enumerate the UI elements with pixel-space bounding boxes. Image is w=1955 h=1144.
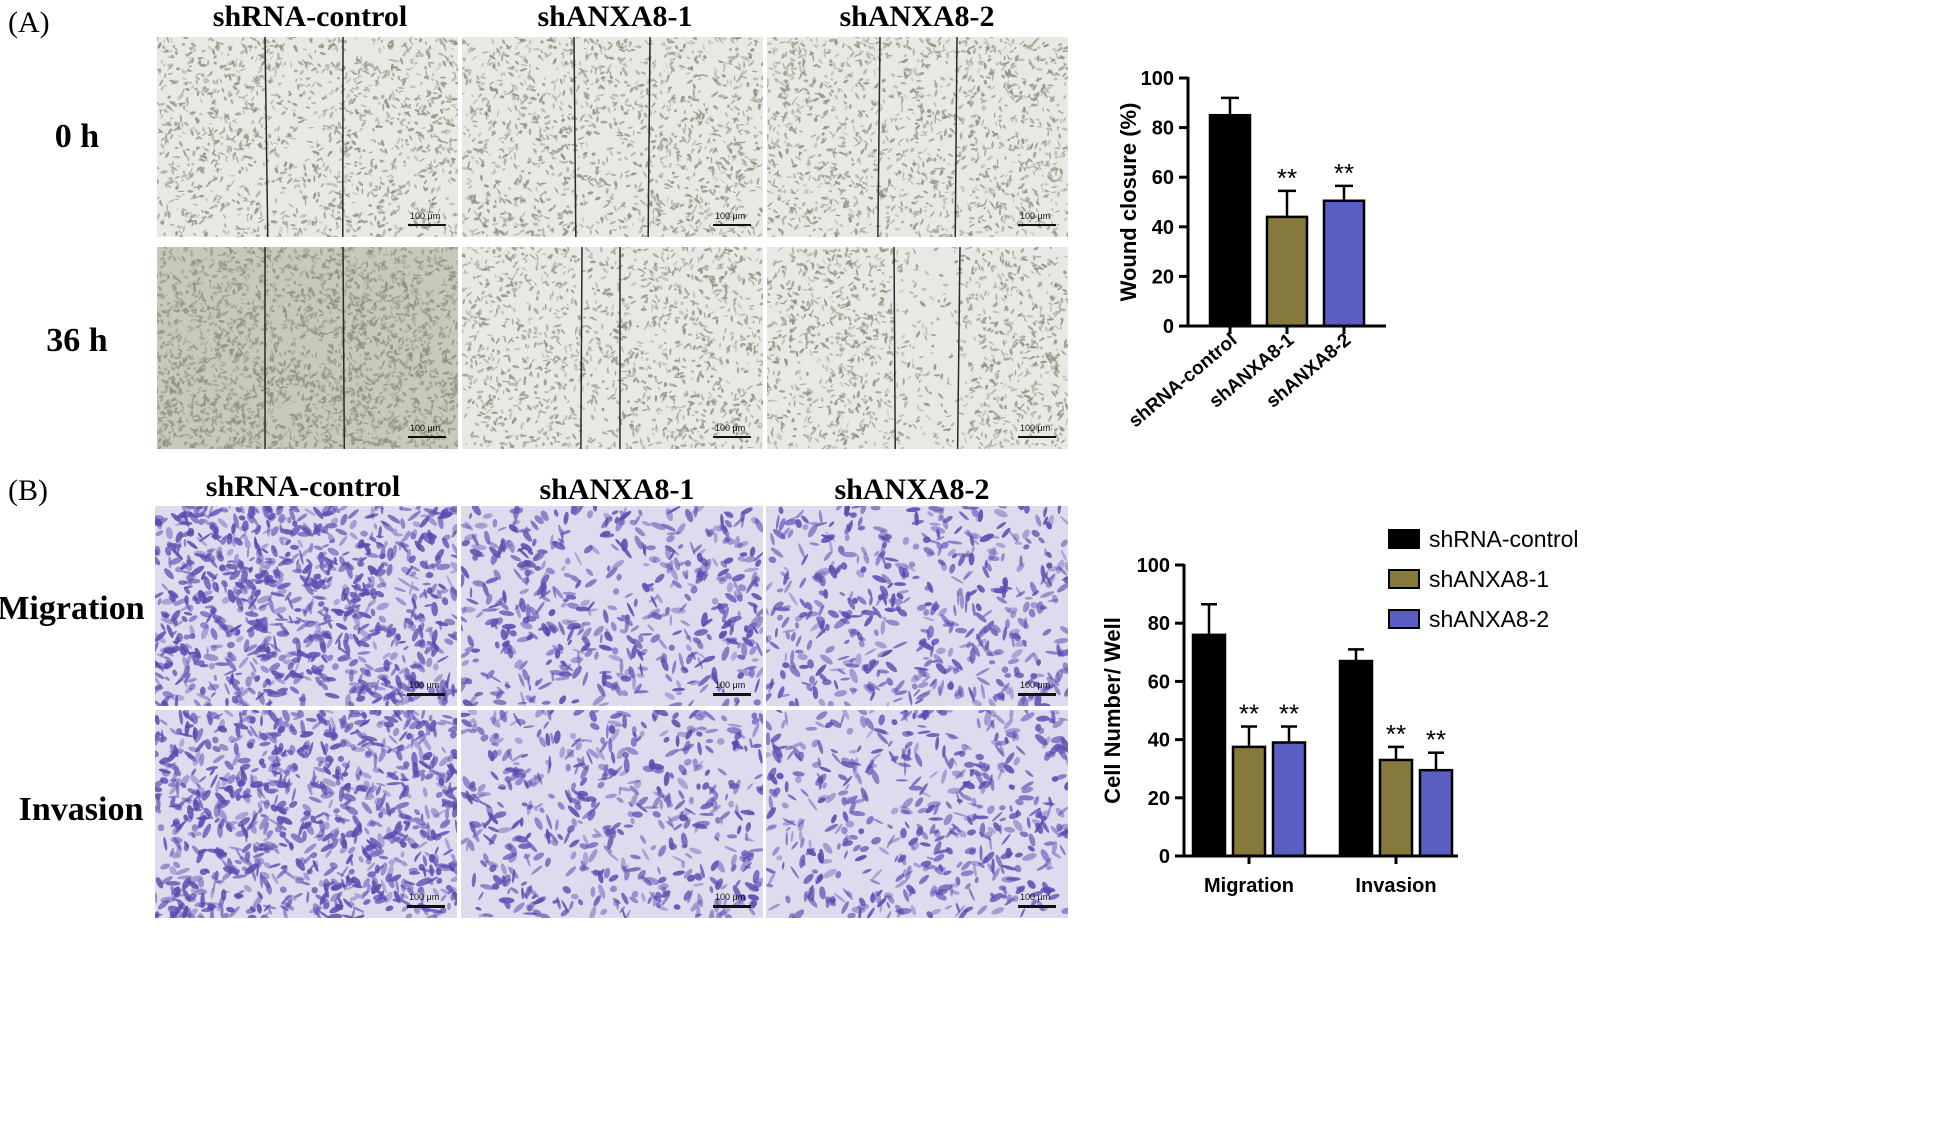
- scale-bar: [713, 905, 751, 908]
- legend-swatch: [1388, 569, 1420, 589]
- scale-bar-label: 100 μm: [1020, 423, 1051, 433]
- legend-swatch: [1388, 609, 1420, 629]
- transwell-micrograph-1-2: 100 μm: [155, 710, 457, 918]
- panel-a-row-title-36h: 36 h: [46, 322, 108, 359]
- scale-bar-label: 100 μm: [715, 892, 746, 902]
- transwell-micrograph-3-1: 100 μm: [766, 506, 1068, 706]
- y-tick-label: 60: [1148, 671, 1170, 693]
- y-tick-label: 20: [1148, 788, 1170, 810]
- scale-bar: [408, 224, 446, 226]
- legend: shRNA-control shANXA8-1 shANXA8-2: [1388, 526, 1579, 632]
- significance-marker: **: [1426, 725, 1446, 755]
- legend-swatch: [1388, 529, 1420, 549]
- x-tick-label: Invasion: [1355, 875, 1436, 897]
- legend-label: shANXA8-2: [1429, 606, 1549, 632]
- y-tick-label: 60: [1152, 167, 1174, 189]
- scale-bar-label: 100 μm: [409, 680, 440, 690]
- panel-b-row-title-invasion: Invasion: [18, 791, 144, 828]
- panel-a-label: (A): [8, 6, 50, 39]
- transwell-micrograph-1-1: 100 μm: [155, 506, 457, 706]
- bar-migration-shrna-control: [1191, 633, 1227, 858]
- significance-marker: **: [1279, 699, 1299, 729]
- wound-micrograph-1-1: 100 μm: [157, 37, 458, 237]
- panel-a-col-title-control: shRNA-control: [212, 0, 408, 33]
- scale-bar: [407, 693, 445, 696]
- y-tick-label: 100: [1141, 68, 1174, 90]
- scale-bar: [1018, 436, 1056, 438]
- scale-bar: [1018, 693, 1056, 696]
- scale-bar-label: 100 μm: [1020, 211, 1051, 221]
- wound-micrograph-2-2: 100 μm: [462, 247, 763, 449]
- scale-bar: [1018, 224, 1056, 226]
- panel-b-col-title-shanxa8-2: shANXA8-2: [834, 473, 990, 506]
- bar-invasion-shanxa8-1: [1378, 758, 1414, 858]
- bar-invasion-shanxa8-2: [1418, 768, 1454, 858]
- scale-bar: [713, 436, 751, 438]
- y-tick-label: 20: [1152, 266, 1174, 288]
- bar-migration-shanxa8-2: [1271, 741, 1307, 858]
- wound-micrograph-2-1: 100 μm: [462, 37, 763, 237]
- panel-b-col-title-shanxa8-1: shANXA8-1: [539, 473, 695, 506]
- significance-marker: **: [1277, 163, 1297, 193]
- panel-a-row-title-0h: 0 h: [54, 118, 100, 155]
- scale-bar-label: 100 μm: [1020, 892, 1051, 902]
- scale-bar: [713, 224, 751, 226]
- scale-bar-label: 100 μm: [715, 423, 746, 433]
- wound-micrograph-1-2: 100 μm: [157, 247, 458, 449]
- transwell-micrograph-2-1: 100 μm: [461, 506, 763, 706]
- panel-b-label: (B): [8, 474, 48, 507]
- y-tick-label: 40: [1148, 730, 1170, 752]
- y-axis-label: Cell Number/ Well: [1100, 617, 1125, 804]
- panel-a-col-title-shanxa8-2: shANXA8-2: [839, 0, 995, 33]
- y-tick-label: 0: [1159, 846, 1170, 868]
- bar-shrna-control: [1208, 113, 1252, 328]
- panel-b-row-title-migration: Migration: [0, 590, 145, 627]
- scale-bar-label: 100 μm: [1020, 680, 1051, 690]
- scale-bar-label: 100 μm: [409, 892, 440, 902]
- wound-micrograph-3-1: 100 μm: [767, 37, 1068, 237]
- y-axis-label: Wound closure (%): [1116, 103, 1141, 302]
- transwell-micrograph-3-2: 100 μm: [766, 710, 1068, 918]
- scale-bar: [1018, 905, 1056, 908]
- y-tick-label: 40: [1152, 217, 1174, 239]
- y-tick-label: 80: [1148, 613, 1170, 635]
- cell-number-chart: 0 20 40 60 80 100 Cell Number/ Well ** ** Migrati…: [1100, 526, 1579, 897]
- y-tick-label: 80: [1152, 118, 1174, 140]
- scale-bar-label: 100 μm: [715, 211, 746, 221]
- scale-bar-label: 100 μm: [410, 423, 441, 433]
- bar-invasion-shrna-control: [1338, 659, 1374, 858]
- scale-bar: [407, 905, 445, 908]
- wound-micrograph-3-2: 100 μm: [767, 247, 1068, 449]
- scale-bar: [408, 436, 446, 438]
- panel-a-col-title-shanxa8-1: shANXA8-1: [537, 0, 693, 33]
- scale-bar: [713, 693, 751, 696]
- y-tick-label: 100: [1137, 555, 1170, 577]
- scale-bar-label: 100 μm: [410, 211, 441, 221]
- significance-marker: **: [1386, 719, 1406, 749]
- y-tick-label: 0: [1163, 316, 1174, 338]
- x-tick-label: Migration: [1204, 875, 1294, 897]
- legend-label: shANXA8-1: [1429, 566, 1549, 592]
- bar-shanxa8-2: [1322, 199, 1366, 328]
- bar-shanxa8-1: [1265, 215, 1309, 328]
- scale-bar-label: 100 μm: [715, 680, 746, 690]
- bar-migration-shanxa8-1: [1231, 745, 1267, 858]
- legend-label: shRNA-control: [1429, 526, 1579, 552]
- panel-b-col-title-control: shRNA-control: [205, 470, 401, 503]
- transwell-micrograph-2-2: 100 μm: [461, 710, 763, 918]
- significance-marker: **: [1239, 699, 1259, 729]
- significance-marker: **: [1334, 158, 1354, 188]
